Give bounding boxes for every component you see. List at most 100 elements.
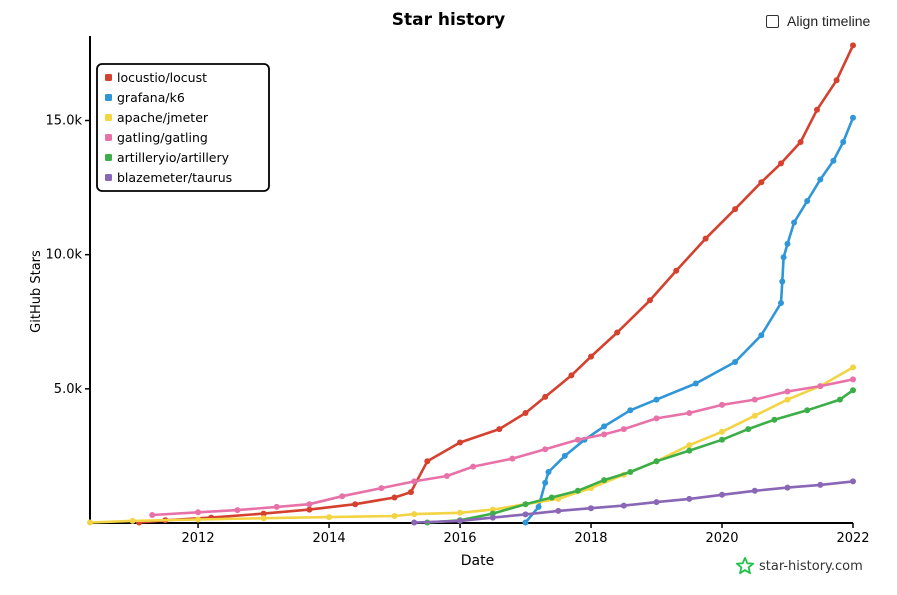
data-point bbox=[732, 359, 739, 365]
data-point bbox=[87, 519, 93, 526]
data-point bbox=[620, 426, 627, 433]
data-point bbox=[850, 42, 856, 49]
data-point bbox=[778, 300, 784, 306]
y-axis-label: GitHub Stars bbox=[29, 250, 44, 333]
legend-swatch bbox=[105, 94, 112, 101]
data-point bbox=[378, 485, 385, 492]
legend-swatch bbox=[105, 114, 112, 121]
series-line bbox=[150, 378, 855, 517]
data-point bbox=[620, 502, 627, 509]
data-point bbox=[653, 458, 660, 465]
data-point bbox=[836, 396, 843, 403]
legend-entry: blazemeter/taurus bbox=[117, 170, 232, 185]
data-point bbox=[457, 517, 463, 524]
data-point bbox=[548, 494, 555, 501]
legend-entry: grafana/k6 bbox=[117, 90, 185, 105]
legend-entry: locustio/locust bbox=[117, 70, 207, 85]
data-point bbox=[496, 426, 503, 433]
data-point bbox=[647, 297, 653, 304]
x-tick-label: 2016 bbox=[443, 531, 476, 546]
data-point bbox=[555, 507, 562, 514]
align-timeline-checkbox[interactable]: Align timeline bbox=[766, 13, 870, 29]
data-point bbox=[352, 501, 359, 508]
data-point bbox=[751, 487, 758, 494]
legend-swatch bbox=[105, 154, 112, 161]
y-tick-label: 10.0k bbox=[46, 248, 83, 263]
data-point bbox=[443, 473, 450, 479]
data-point bbox=[653, 499, 660, 506]
data-point bbox=[601, 477, 608, 484]
data-point bbox=[574, 436, 581, 443]
data-point bbox=[407, 489, 414, 496]
data-point bbox=[830, 157, 837, 164]
data-point bbox=[780, 254, 787, 261]
series-line bbox=[524, 116, 855, 524]
y-tick-label: 15.0k bbox=[46, 114, 83, 129]
data-point bbox=[779, 278, 786, 285]
data-point bbox=[814, 106, 820, 113]
data-point bbox=[273, 503, 280, 510]
legend-swatch bbox=[105, 174, 112, 181]
x-tick-label: 2022 bbox=[836, 531, 869, 546]
series-apache-jmeter bbox=[87, 364, 856, 526]
data-point bbox=[784, 396, 791, 403]
data-point bbox=[673, 267, 680, 274]
data-point bbox=[568, 372, 575, 379]
data-point bbox=[702, 235, 709, 242]
data-point bbox=[588, 505, 594, 512]
data-point bbox=[542, 479, 549, 486]
data-point bbox=[686, 442, 693, 449]
data-point bbox=[817, 481, 824, 488]
data-point bbox=[850, 376, 856, 383]
x-tick-label: 2014 bbox=[313, 531, 346, 546]
data-point bbox=[751, 412, 758, 419]
data-point bbox=[542, 446, 549, 453]
checkbox-icon[interactable] bbox=[766, 14, 779, 28]
x-tick-label: 2018 bbox=[574, 531, 607, 546]
data-point bbox=[686, 495, 693, 502]
data-point bbox=[771, 416, 778, 423]
legend-swatch bbox=[105, 134, 112, 141]
data-point bbox=[784, 388, 791, 395]
data-point bbox=[850, 478, 856, 485]
data-point bbox=[424, 458, 431, 465]
brand[interactable]: star-history.com bbox=[736, 557, 863, 575]
data-point bbox=[489, 514, 496, 521]
data-point bbox=[686, 410, 693, 416]
data-point bbox=[601, 423, 608, 430]
star-icon bbox=[736, 557, 754, 575]
data-point bbox=[758, 179, 765, 186]
data-point bbox=[545, 469, 552, 475]
legend-box bbox=[96, 63, 270, 192]
data-point bbox=[457, 439, 463, 446]
data-point bbox=[833, 77, 840, 84]
data-point bbox=[535, 503, 542, 510]
data-point bbox=[627, 407, 634, 414]
align-timeline-label: Align timeline bbox=[787, 13, 871, 29]
data-point bbox=[234, 507, 241, 514]
data-point bbox=[804, 198, 811, 204]
data-point bbox=[542, 393, 549, 400]
data-point bbox=[306, 506, 313, 513]
data-point bbox=[791, 219, 798, 226]
brand-label: star-history.com bbox=[759, 558, 863, 574]
series-line bbox=[137, 44, 855, 524]
data-point bbox=[195, 509, 202, 516]
data-point bbox=[391, 494, 398, 501]
data-point bbox=[732, 206, 739, 213]
data-point bbox=[778, 160, 784, 167]
data-point bbox=[509, 455, 516, 462]
data-point bbox=[653, 396, 660, 403]
data-point bbox=[692, 380, 699, 387]
data-point bbox=[457, 509, 463, 516]
data-point bbox=[260, 510, 267, 517]
data-point bbox=[260, 515, 267, 522]
data-point bbox=[804, 407, 811, 414]
data-point bbox=[840, 139, 847, 145]
series-blazemeter-taurus bbox=[411, 478, 856, 526]
data-point bbox=[306, 501, 313, 508]
data-point bbox=[719, 428, 725, 435]
data-point bbox=[719, 491, 725, 498]
chart-title: Star history bbox=[391, 10, 506, 30]
data-point bbox=[588, 353, 594, 360]
